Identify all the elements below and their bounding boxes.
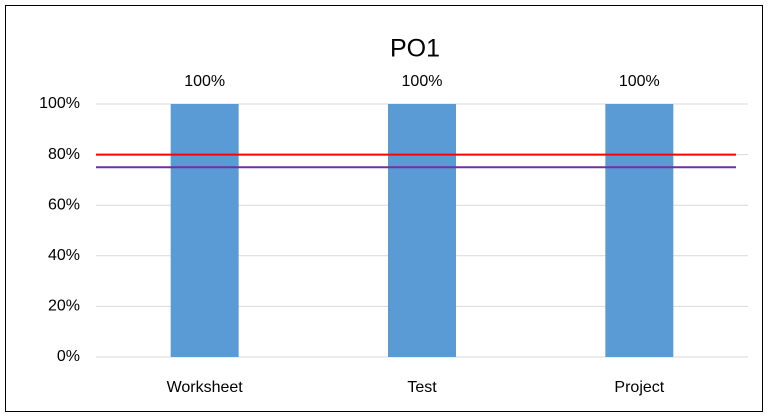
y-tick-label: 80% — [48, 146, 80, 163]
x-tick-label: Project — [614, 379, 664, 396]
x-tick-label: Worksheet — [167, 379, 244, 396]
bar — [388, 104, 456, 357]
y-tick-label: 20% — [48, 298, 80, 315]
x-tick-label: Test — [407, 379, 437, 396]
data-label: 100% — [402, 73, 443, 90]
y-tick-label: 40% — [48, 247, 80, 264]
bar — [605, 104, 674, 357]
y-tick-label: 0% — [57, 348, 80, 365]
bar — [170, 104, 239, 357]
chart-title: PO1 — [390, 35, 440, 63]
data-label: 100% — [184, 73, 225, 90]
data-label: 100% — [619, 73, 660, 90]
y-tick-label: 100% — [39, 95, 80, 112]
y-tick-label: 60% — [48, 196, 80, 213]
